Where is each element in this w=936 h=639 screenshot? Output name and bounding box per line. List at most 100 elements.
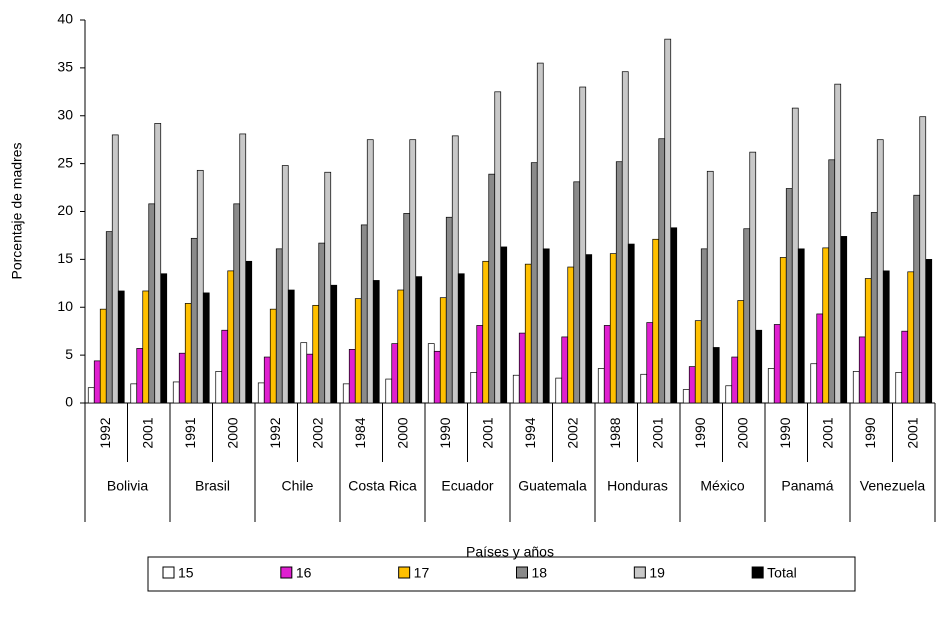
- bar: [281, 165, 289, 404]
- bar: [712, 347, 720, 404]
- bar: [136, 348, 144, 404]
- y-tick-label: 35: [57, 59, 73, 75]
- bar: [688, 366, 696, 404]
- bar: [791, 107, 799, 404]
- x-tick-label: 1984: [352, 417, 368, 448]
- bar: [154, 123, 162, 404]
- bar: [202, 292, 210, 404]
- bar: [130, 383, 138, 404]
- bar: [233, 203, 241, 404]
- bar: [822, 247, 830, 404]
- bar: [318, 242, 326, 404]
- y-tick-label: 30: [57, 106, 73, 122]
- bar: [743, 228, 751, 404]
- x-tick-label: 2001: [819, 417, 835, 448]
- bar: [312, 304, 320, 404]
- bar: [925, 259, 933, 404]
- bar: [470, 372, 478, 404]
- bar: [530, 162, 538, 404]
- group-label: Chile: [282, 478, 314, 494]
- bar: [779, 257, 787, 404]
- bar: [852, 371, 860, 404]
- group-label: Venezuela: [860, 478, 926, 494]
- bar: [269, 308, 277, 404]
- x-tick-label: 1990: [777, 417, 793, 448]
- legend-swatch: [280, 566, 293, 579]
- y-tick-label: 5: [65, 346, 73, 362]
- bar: [439, 297, 447, 404]
- bar: [360, 224, 368, 404]
- bar: [239, 133, 247, 404]
- bar: [797, 248, 805, 404]
- bar: [785, 188, 793, 404]
- x-tick-label: 2002: [564, 417, 580, 448]
- bar: [810, 363, 818, 404]
- bar: [482, 260, 490, 404]
- group-label: Bolivia: [107, 478, 148, 494]
- bar: [196, 169, 204, 404]
- legend-box: [147, 556, 856, 592]
- group-label: Honduras: [607, 478, 668, 494]
- x-tick-label: 1994: [522, 417, 538, 448]
- y-tick-label: 20: [57, 202, 73, 218]
- bar: [500, 246, 508, 404]
- bar: [409, 139, 417, 404]
- y-tick-label: 0: [65, 394, 73, 410]
- group-label: Panamá: [781, 478, 833, 494]
- y-tick-label: 15: [57, 250, 73, 266]
- bar: [342, 383, 350, 404]
- bar: [542, 248, 550, 404]
- group-label: México: [700, 478, 745, 494]
- bar: [142, 290, 150, 404]
- bar: [615, 161, 623, 404]
- bar: [415, 276, 423, 404]
- bar: [287, 289, 295, 404]
- bar: [858, 336, 866, 404]
- legend-label: 15: [178, 565, 194, 581]
- legend-label: 16: [296, 565, 312, 581]
- bar: [621, 71, 629, 404]
- bar: [324, 171, 332, 404]
- y-tick-label: 10: [57, 298, 73, 314]
- bar: [555, 377, 563, 404]
- bar: [148, 203, 156, 404]
- bar: [457, 273, 465, 404]
- x-tick-label: 2000: [734, 417, 750, 448]
- x-tick-label: 1990: [437, 417, 453, 448]
- legend-swatch: [751, 566, 764, 579]
- x-tick-label: 1992: [267, 417, 283, 448]
- bar: [306, 353, 314, 404]
- x-tick-label: 2001: [479, 417, 495, 448]
- bar: [330, 284, 338, 404]
- bar: [603, 325, 611, 404]
- bar: [451, 135, 459, 404]
- x-tick-label: 1992: [97, 417, 113, 448]
- legend-label: 18: [532, 565, 548, 581]
- bar: [427, 343, 435, 404]
- legend-swatch: [162, 566, 175, 579]
- x-tick-label: 2002: [309, 417, 325, 448]
- bar: [907, 271, 915, 404]
- x-tick-label: 1988: [607, 417, 623, 448]
- group-label: Costa Rica: [348, 478, 417, 494]
- bar: [876, 139, 884, 404]
- bar: [585, 254, 593, 404]
- x-tick-label: 2001: [649, 417, 665, 448]
- legend-swatch: [633, 566, 646, 579]
- bar: [870, 212, 878, 404]
- bar: [567, 266, 575, 404]
- bar: [354, 298, 362, 404]
- bar: [87, 387, 95, 404]
- legend-label: 17: [414, 565, 430, 581]
- x-tick-label: 1990: [862, 417, 878, 448]
- bar: [524, 263, 532, 404]
- bar: [403, 213, 411, 404]
- bar: [882, 270, 890, 404]
- bar: [706, 170, 714, 404]
- bar: [725, 385, 733, 404]
- bar: [215, 371, 223, 404]
- bar: [172, 381, 180, 404]
- bar: [184, 303, 192, 404]
- bar: [834, 83, 842, 404]
